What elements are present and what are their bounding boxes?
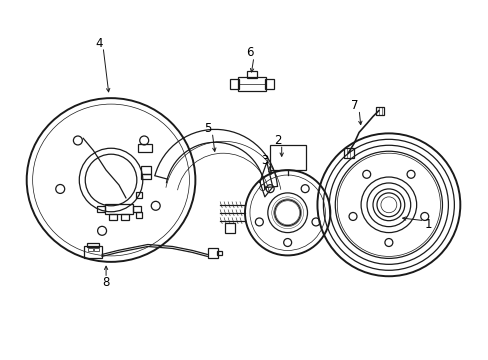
Bar (269, 145, 305, 170)
Bar (133, 206, 141, 212)
Text: 8: 8 (102, 276, 109, 289)
Bar (136, 192, 142, 198)
Bar (230, 79, 239, 89)
Bar (109, 214, 117, 220)
Text: 2: 2 (273, 134, 281, 147)
Bar (246, 71, 256, 78)
Bar (138, 144, 151, 152)
Bar (224, 223, 235, 233)
Bar (217, 251, 222, 255)
Bar (94, 248, 99, 251)
Text: 4: 4 (95, 37, 102, 50)
Text: 6: 6 (245, 46, 253, 59)
Text: 3: 3 (261, 154, 268, 167)
Bar (141, 174, 150, 179)
Bar (208, 248, 218, 258)
Bar (87, 243, 99, 247)
Bar (238, 77, 265, 91)
Bar (344, 148, 353, 158)
Bar (105, 204, 133, 214)
Bar (97, 206, 105, 212)
Bar (141, 166, 150, 174)
Bar (121, 214, 129, 220)
Bar (88, 248, 93, 251)
Bar (84, 247, 102, 258)
Text: 1: 1 (424, 218, 431, 231)
Bar (136, 212, 142, 218)
Text: 7: 7 (351, 99, 358, 112)
Text: 5: 5 (204, 122, 211, 135)
Bar (375, 107, 383, 114)
Bar (264, 79, 273, 89)
